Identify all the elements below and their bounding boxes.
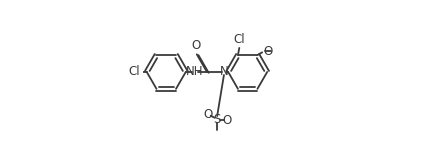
Text: Cl: Cl xyxy=(234,33,245,46)
Text: O: O xyxy=(223,114,232,127)
Text: NH: NH xyxy=(186,65,204,79)
Text: O: O xyxy=(263,45,273,58)
Text: N: N xyxy=(220,65,228,79)
Text: S: S xyxy=(214,113,221,126)
Text: Cl: Cl xyxy=(128,65,140,79)
Text: O: O xyxy=(191,39,201,52)
Text: O: O xyxy=(203,108,212,121)
